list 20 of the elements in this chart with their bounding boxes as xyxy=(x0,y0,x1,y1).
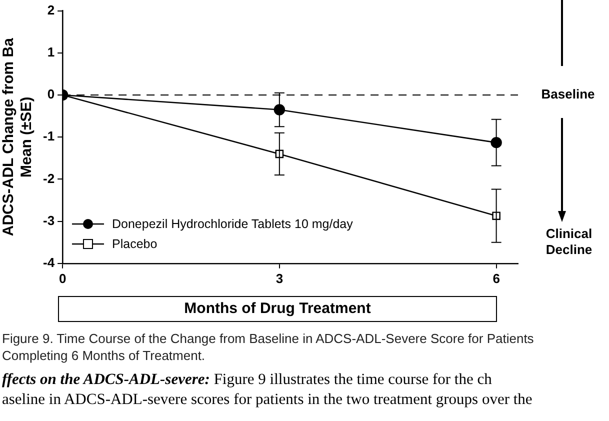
text: Clinical Decline xyxy=(544,226,594,258)
y-tick-label: -3 xyxy=(42,212,55,228)
legend-label: Placebo xyxy=(112,237,158,251)
y-tick-label: -4 xyxy=(42,254,56,270)
text: aseline in ADCS-ADL-severe scores for patients in the two treatment groups over the xyxy=(2,391,532,408)
caption: Figure 9. Time Course of the Change from Baseline in ADCS-ADL-Severe Score for Patients Completing 6 Months of Treatment. xyxy=(2,330,535,364)
y-tick-label: 2 xyxy=(47,2,55,18)
x-axis-title: Months of Drug Treatment xyxy=(58,296,497,322)
y-tick-label: 0 xyxy=(47,86,55,102)
x-tick-label: 3 xyxy=(276,270,284,286)
y-tick-label: -2 xyxy=(42,170,55,186)
x-tick-label: 0 xyxy=(58,270,66,286)
x-tick-label: 6 xyxy=(492,270,500,286)
y-tick-label: 1 xyxy=(47,44,55,60)
y-axis-title: ADCS-ADL Change from Ba Mean (±SE) xyxy=(0,37,36,236)
text: ffects on the ADCS-ADL-severe: xyxy=(2,371,210,388)
ref-line-label: Baseline xyxy=(541,86,595,102)
y-tick-label: -1 xyxy=(42,128,55,144)
caption: Figure 9 illustrates the time course for the ch xyxy=(214,371,492,388)
legend-label: Donepezil Hydrochloride Tablets 10 mg/day xyxy=(112,217,353,231)
